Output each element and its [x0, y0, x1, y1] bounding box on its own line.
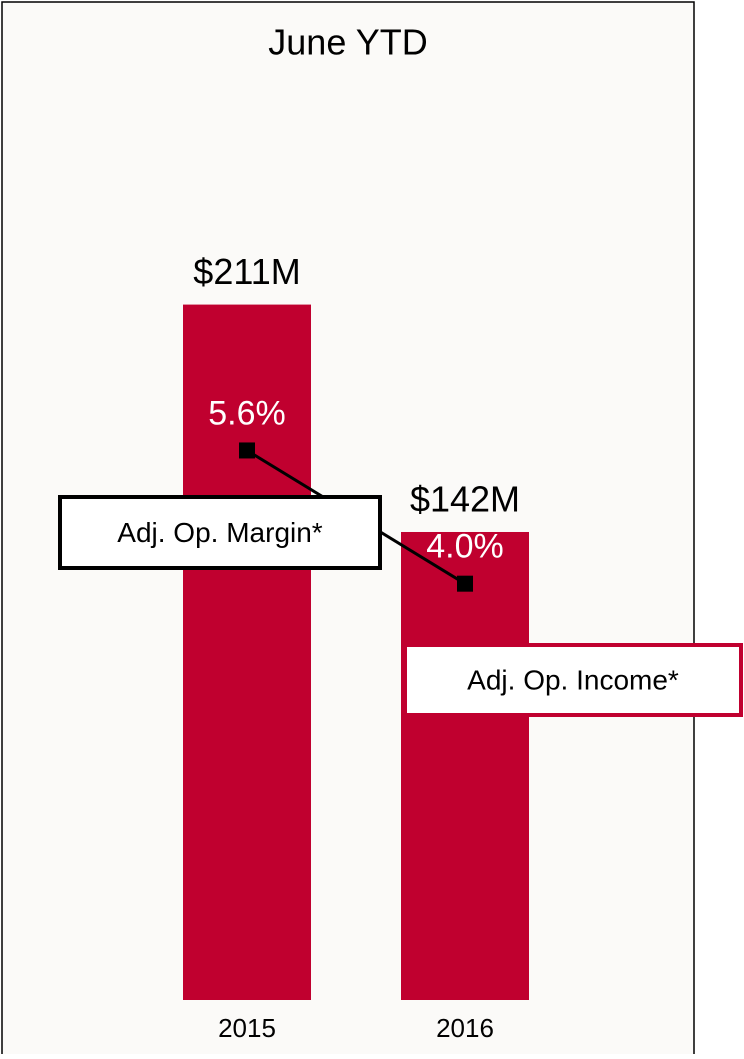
line-value-label: 5.6%: [208, 394, 286, 432]
legend-label: Adj. Op. Margin*: [117, 517, 323, 548]
x-tick-label: 2015: [218, 1013, 276, 1043]
line-value-label: 4.0%: [426, 528, 504, 566]
bar-value-label: $211M: [193, 251, 300, 292]
line-marker: [239, 442, 255, 459]
bar: [401, 531, 529, 1000]
x-tick-label: 2016: [436, 1013, 494, 1043]
legend-label: Adj. Op. Income*: [467, 664, 679, 695]
chart-title: June YTD: [268, 22, 427, 63]
line-marker: [457, 575, 473, 592]
bar-value-label: $142M: [410, 479, 520, 520]
bar: [183, 304, 311, 1000]
legend-box: [58, 495, 382, 570]
legend-box: [403, 643, 743, 717]
